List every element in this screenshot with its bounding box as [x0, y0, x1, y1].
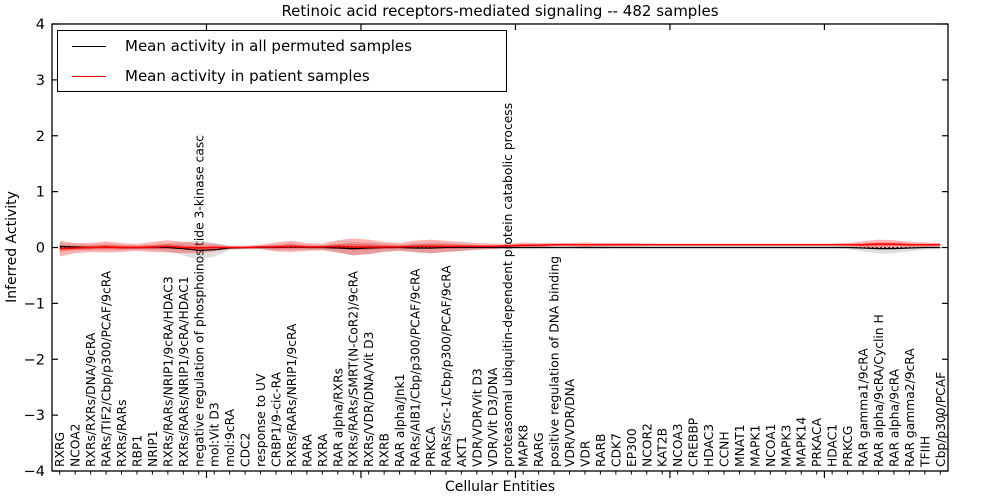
x-tick-label: VDR	[578, 440, 592, 467]
chart-title: Retinoic acid receptors-mediated signali…	[281, 2, 719, 20]
x-tick-label: NCOA3	[671, 424, 685, 467]
x-tick-label: RXRs/RARs/NRIP1/9cRA	[285, 323, 299, 467]
legend-line-patient	[72, 75, 106, 77]
x-tick-label: Cbp/p300/PCAF	[934, 372, 948, 467]
x-tick-label: RAR alpha/9cRA/Cyclin H	[872, 314, 886, 467]
x-tick-label: mol:Vit D3	[208, 402, 222, 467]
x-tick-label: EP300	[625, 428, 639, 467]
x-tick-label: RARs/Src-1/Cbp/p300/PCAF/9cRA	[439, 265, 453, 467]
y-tick-label: 0	[36, 241, 45, 257]
x-tick-label: VDR/Vit D3/DNA	[486, 367, 500, 467]
x-tick-label: RXRs/RARs	[115, 400, 129, 467]
x-tick-label: NCOR2	[640, 423, 654, 467]
series-lines	[52, 243, 948, 251]
band-permuted	[59, 240, 941, 260]
x-tick-label: RAR alpha/Jnk1	[393, 373, 407, 467]
x-tick-label: RAR gamma2/9cRA	[903, 348, 917, 467]
x-tick-label: MNAT1	[733, 424, 747, 467]
x-tick-label: AKT1	[455, 436, 469, 467]
x-tick-label: mol:9cRA	[223, 408, 237, 467]
x-tick-label: HDAC3	[702, 424, 716, 467]
line-permuted-mean	[59, 245, 941, 251]
line-patient-mean	[59, 243, 941, 250]
x-tick-label: PRKACA	[810, 417, 824, 467]
y-tick-label: −4	[24, 464, 45, 480]
x-tick-label: MAPK3	[779, 425, 793, 467]
x-tick-label: MAPK1	[748, 425, 762, 467]
y-tick-label: 4	[36, 17, 45, 33]
x-tick-label: CDK7	[609, 433, 623, 467]
legend-label-permuted: Mean activity in all permuted samples	[125, 37, 412, 55]
y-tick-label: 2	[36, 129, 45, 145]
x-tick-label: PRKCA	[424, 426, 438, 467]
x-tick-label: VDR/VDR/Vit D3	[470, 368, 484, 467]
x-tick-label: NCOA1	[764, 424, 778, 467]
y-tick-label: −3	[24, 408, 45, 424]
x-tick-label: KAT2B	[656, 428, 670, 467]
x-tick-label: MAPK14	[795, 417, 809, 467]
x-tick-label: proteasomal ubiquitin-dependent protein …	[501, 103, 515, 467]
x-tick-labels: RXRG NCOA2 RXRs/RXRs/DNA/9cRA RARs/TIF2/Cbp…	[53, 103, 948, 468]
y-tick-label: −1	[24, 296, 45, 312]
x-tick-label: RARB	[594, 434, 608, 467]
x-tick-label: VDR/VDR/DNA	[563, 378, 577, 467]
x-tick-label: RARA	[300, 433, 314, 467]
legend-label-patient: Mean activity in patient samples	[125, 67, 370, 85]
x-tick-label: NRIP1	[146, 430, 160, 467]
x-tick-label: RAR alpha/RXRs	[331, 368, 345, 467]
x-tick-label: RXRG	[53, 432, 67, 467]
x-tick-label: RXRs/RARs/NRIP1/9cRA/HDAC1	[177, 276, 191, 467]
x-tick-label: RAR gamma1/9cRA	[857, 348, 871, 467]
x-tick-label: TFIIH	[918, 436, 932, 468]
x-tick-label: PRKCG	[841, 426, 855, 467]
x-tick-label: RXRs/RXRs/DNA/9cRA	[84, 332, 98, 467]
x-tick-label: RARs/AIB1/Cbp/p300/PCAF/9cRA	[409, 268, 423, 467]
x-tick-label: RARs/TIF2/Cbp/p300/PCAF/9cRA	[100, 270, 114, 467]
legend: Mean activity in all permuted samples Me…	[57, 30, 507, 92]
x-tick-label: RXRs/VDR/DNA/Vit D3	[362, 332, 376, 467]
legend-line-permuted	[72, 45, 106, 47]
x-tick-label: CCNH	[718, 431, 732, 467]
x-tick-label: CREBBP	[687, 418, 701, 467]
x-tick-label: CDC2	[239, 433, 253, 467]
y-tick-label: 1	[36, 185, 45, 201]
y-tick-label: 3	[36, 73, 45, 89]
x-tick-label: RARG	[532, 432, 546, 467]
x-tick-label: RBP1	[130, 435, 144, 467]
x-axis-label: Cellular Entities	[444, 479, 556, 495]
x-tick-label: RAR alpha/9cRA	[887, 368, 901, 467]
axes-frame: −4 −3 −2 −1 0 1 2 3 4	[24, 17, 949, 480]
legend-item-patient: Mean activity in patient samples	[58, 62, 506, 91]
legend-item-permuted: Mean activity in all permuted samples	[58, 32, 506, 61]
x-tick-label: RXRB	[378, 433, 392, 467]
x-tick-label: HDAC1	[826, 424, 840, 467]
x-tick-label: RXRs/RARs/SMRT(N-CoR2)/9cRA	[347, 270, 361, 467]
x-tick-label: positive regulation of DNA binding	[548, 256, 562, 467]
x-tick-label: response to UV	[254, 373, 268, 467]
x-tick-label: RXRA	[316, 433, 330, 467]
x-tick-label: CRBP1/9-cic-RA	[270, 371, 284, 467]
x-tick-label: RXRs/RARs/NRIP1/9cRA/HDAC3	[161, 276, 175, 467]
y-axis-label: Inferred Activity	[4, 191, 20, 303]
x-tick-label: MAPK8	[517, 425, 531, 467]
x-tick-label: NCOA2	[69, 424, 83, 467]
x-tick-label: negative regulation of phosphoinositide …	[192, 135, 206, 467]
y-tick-label: −2	[24, 352, 45, 368]
